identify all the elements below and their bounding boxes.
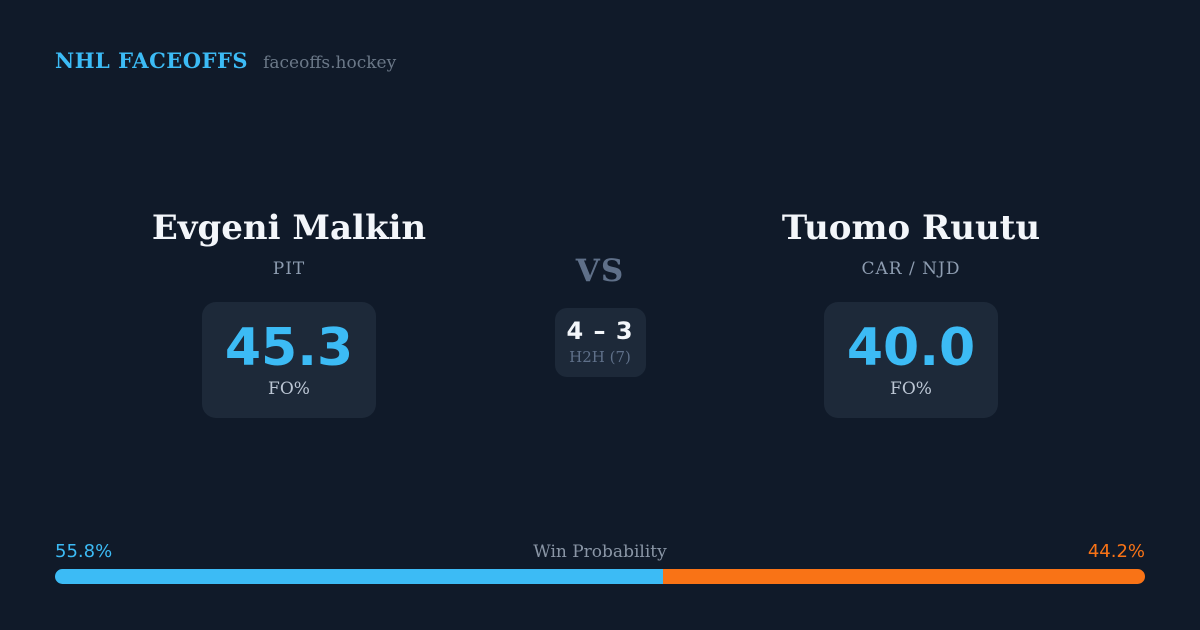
- win-probability-labels: 55.8% Win Probability 44.2%: [55, 541, 1145, 563]
- win-probability-left-pct: 55.8%: [55, 541, 113, 562]
- vs-label: VS: [575, 253, 625, 289]
- h2h-card: 4 – 3 H2H (7): [554, 307, 646, 377]
- player-right-name: Tuomo Ruutu: [781, 208, 1041, 248]
- win-probability-right-pct: 44.2%: [1087, 541, 1145, 562]
- player-left: Evgeni Malkin PIT 45.3 FO%: [119, 206, 459, 418]
- player-left-name: Evgeni Malkin: [151, 208, 427, 248]
- player-right: Tuomo Ruutu CAR / NJD 40.0 FO%: [741, 206, 1081, 418]
- player-left-fo-label: FO%: [268, 379, 310, 400]
- win-bar-right-segment: [663, 569, 1145, 584]
- player-left-fo-card: 45.3 FO%: [202, 301, 376, 418]
- player-right-fo-value: 40.0: [846, 317, 976, 378]
- header: NHL FACEOFFS faceoffs.hockey: [55, 48, 396, 73]
- player-right-fo-card: 40.0 FO%: [824, 301, 998, 418]
- site-url: faceoffs.hockey: [263, 53, 397, 73]
- player-right-teams: CAR / NJD: [861, 259, 961, 280]
- player-left-teams: PIT: [272, 259, 306, 280]
- player-right-fo-label: FO%: [890, 379, 932, 400]
- brand-title: NHL FACEOFFS: [55, 48, 249, 73]
- matchup-center: VS 4 – 3 H2H (7): [530, 252, 670, 377]
- win-bar-left-segment: [55, 569, 664, 584]
- win-probability-bar: [55, 569, 1145, 584]
- h2h-label: H2H (7): [569, 348, 631, 367]
- h2h-score: 4 – 3: [566, 317, 634, 346]
- player-left-fo-value: 45.3: [224, 317, 354, 378]
- win-probability-title: Win Probability: [533, 542, 667, 562]
